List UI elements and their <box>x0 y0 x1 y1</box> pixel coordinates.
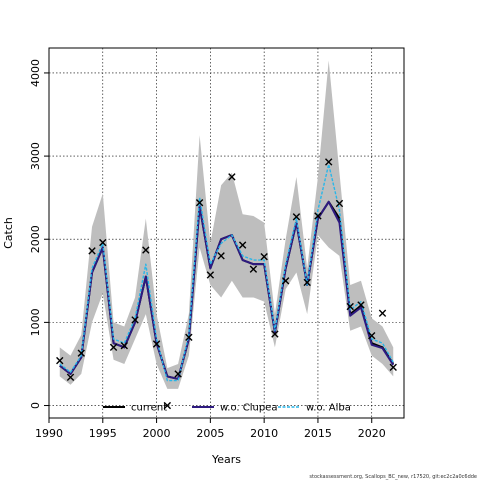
x-tick-label: 2015 <box>304 427 332 440</box>
observed-point-stroke <box>88 247 96 255</box>
observed-point-stroke <box>260 253 268 261</box>
observed-point <box>314 212 322 220</box>
observed-point <box>325 158 333 166</box>
observed-point-stroke <box>206 271 215 279</box>
legend-item: current <box>103 403 167 414</box>
observed-point <box>66 373 75 381</box>
observed-point-stroke <box>281 277 290 285</box>
y-tick-label: 1000 <box>29 308 42 336</box>
observed-point-stroke <box>346 302 354 311</box>
observed-point <box>303 278 311 287</box>
y-axis-title: Catch <box>2 217 15 249</box>
observed-point <box>88 247 96 255</box>
observed-point <box>389 363 397 371</box>
confidence-band-area <box>59 60 394 389</box>
observed-point <box>249 265 258 273</box>
observed-point-stroke <box>378 309 387 317</box>
observed-point-stroke <box>142 246 150 254</box>
observed-point-stroke <box>217 252 225 260</box>
observed-point <box>281 277 290 285</box>
observed-point <box>378 309 387 317</box>
observed-point-stroke <box>228 173 236 181</box>
observed-point <box>77 349 85 357</box>
y-tick-label: 2000 <box>29 225 42 253</box>
observed-point <box>56 356 64 365</box>
observed-point <box>109 343 118 352</box>
x-tick-label: 2000 <box>143 427 171 440</box>
observed-point-stroke <box>109 343 118 352</box>
observed-point-stroke <box>314 212 322 220</box>
observed-point-stroke <box>368 331 376 340</box>
observed-point <box>228 173 236 181</box>
observed-point <box>152 340 161 348</box>
x-axis-title: Years <box>211 453 241 466</box>
observed-point <box>99 238 107 247</box>
observed-point-stroke <box>238 241 247 249</box>
confidence-band <box>59 60 394 389</box>
x-tick-label: 2020 <box>358 427 386 440</box>
observed-point <box>185 333 193 342</box>
observed-point <box>131 316 139 324</box>
y-tick-label: 0 <box>29 402 42 409</box>
observed-point <box>142 246 150 254</box>
legend-item: w.o. Clupea <box>192 403 277 414</box>
y-tick-label: 4000 <box>29 59 42 87</box>
x-tick-label: 2010 <box>250 427 278 440</box>
observed-point-stroke <box>163 401 172 410</box>
observed-point-stroke <box>56 356 64 365</box>
observed-point-stroke <box>195 198 204 207</box>
observed-point <box>260 253 268 261</box>
observed-point-stroke <box>303 278 311 287</box>
series-line-w-o-clupea <box>59 200 395 380</box>
observed-point <box>206 271 215 279</box>
observed-point-stroke <box>249 265 258 273</box>
observed-point <box>163 401 172 410</box>
source-caption: stockassessment.org, Scallops_BC_new, r1… <box>309 474 477 480</box>
observed-point-stroke <box>120 341 128 350</box>
observed-point-stroke <box>152 340 161 348</box>
observed-points <box>56 158 397 410</box>
observed-point-stroke <box>271 330 279 338</box>
observed-point-stroke <box>389 363 397 371</box>
observed-point <box>238 241 247 249</box>
y-tick-label: 3000 <box>29 142 42 170</box>
x-tick-label: 1995 <box>89 427 117 440</box>
observed-point-stroke <box>185 333 193 342</box>
observed-point <box>357 301 365 309</box>
legend-label: current <box>131 403 167 414</box>
observed-point <box>335 199 344 208</box>
plot-frame <box>48 47 405 419</box>
observed-point <box>195 198 204 207</box>
legend-label: w.o. Alba <box>306 403 351 414</box>
x-tick-label: 1990 <box>35 427 63 440</box>
legend-item: w.o. Alba <box>278 403 351 414</box>
observed-point <box>368 331 376 340</box>
observed-point-stroke <box>66 373 75 381</box>
observed-point <box>174 370 182 378</box>
observed-point-stroke <box>77 349 85 357</box>
observed-point <box>292 213 301 221</box>
observed-point-stroke <box>99 238 107 247</box>
legend: current w.o. Clupea w.o. Alba <box>103 403 351 414</box>
observed-point-stroke <box>335 199 344 208</box>
observed-point-stroke <box>357 301 365 309</box>
observed-point-stroke <box>292 213 301 221</box>
x-tick-label: 2005 <box>196 427 224 440</box>
observed-point-stroke <box>325 158 333 166</box>
observed-point <box>346 302 354 311</box>
observed-point-stroke <box>174 370 182 378</box>
observed-point-stroke <box>131 316 139 324</box>
legend-label: w.o. Clupea <box>220 403 277 414</box>
y-axis: 0 1000 2000 3000 4000 <box>29 59 49 409</box>
observed-point <box>120 341 128 350</box>
observed-point <box>217 252 225 260</box>
x-axis: 1990 1995 2000 2005 2010 2015 2020 <box>35 418 386 440</box>
observed-point <box>271 330 279 338</box>
